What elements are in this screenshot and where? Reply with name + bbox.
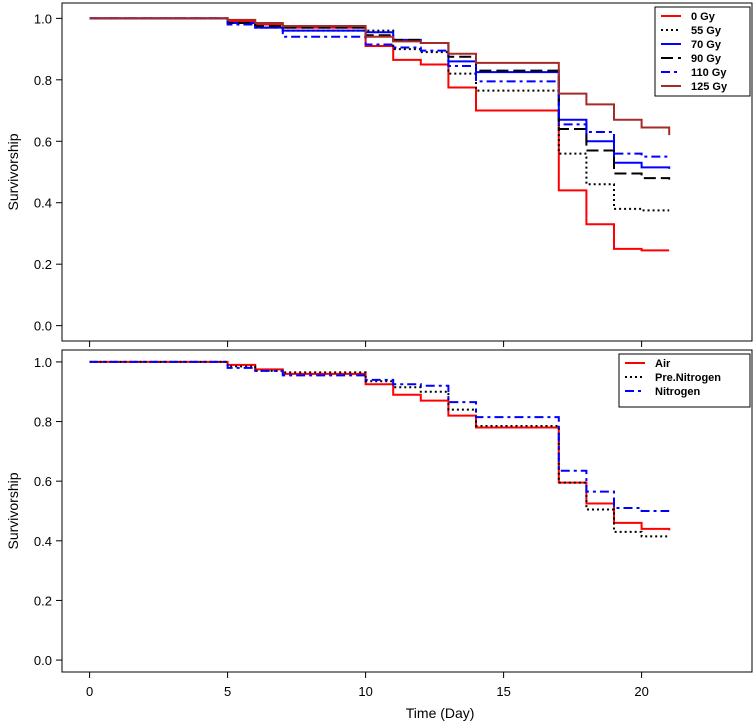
series-nitrogen (89, 360, 670, 512)
y-tick-label: 0.6 (34, 134, 52, 149)
legend-label: 0 Gy (691, 11, 716, 23)
bottom-x-axis: 0 5 10 15 20 (86, 672, 649, 699)
x-tick-label: 0 (86, 684, 93, 699)
series-110-gy (89, 17, 671, 159)
x-tick-label: 10 (358, 684, 372, 699)
series-pre-nitrogen (89, 360, 670, 538)
top-x-axis-ticks (89, 341, 643, 347)
legend-label: 110 Gy (691, 67, 727, 79)
top-plot-frame (61, 2, 753, 342)
x-axis-title: Time (Day) (406, 705, 475, 721)
bottom-series-group (89, 360, 671, 538)
series-90-gy (89, 17, 671, 180)
legend-label: Nitrogen (655, 386, 701, 398)
y-tick-label: 0.0 (34, 319, 52, 334)
bottom-y-axis: 0.0 0.2 0.4 0.6 0.8 1.0 (34, 355, 62, 668)
legend-label: Air (655, 358, 671, 370)
series-125-gy (89, 17, 671, 136)
legend-label: Pre.Nitrogen (655, 372, 721, 384)
legend-box (654, 6, 751, 97)
bottom-panel: 0.0 0.2 0.4 0.6 0.8 1.0 0 5 10 15 20 Survivorship… (5, 349, 753, 721)
y-tick-label: 1.0 (34, 355, 52, 370)
bottom-plot-frame (61, 349, 753, 673)
y-tick-label: 0.8 (34, 415, 52, 430)
y-tick-label: 0.2 (34, 257, 52, 272)
legend-label: 55 Gy (691, 25, 722, 37)
series-air (89, 360, 671, 531)
y-tick-label: 0.0 (34, 653, 52, 668)
y-tick-label: 0.8 (34, 73, 52, 88)
legend-label: 90 Gy (691, 53, 722, 65)
legend-label: 70 Gy (691, 39, 722, 51)
y-tick-label: 1.0 (34, 11, 52, 26)
y-tick-label: 0.2 (34, 593, 52, 608)
top-legend: 0 Gy 55 Gy 70 Gy 90 Gy 110 Gy 125 Gy (654, 6, 751, 97)
top-series-group (89, 17, 671, 252)
y-tick-label: 0.6 (34, 474, 52, 489)
y-tick-label: 0.4 (34, 534, 52, 549)
top-y-axis-title: Survivorship (5, 133, 21, 210)
bottom-legend: Air Pre.Nitrogen Nitrogen (618, 353, 751, 408)
x-tick-label: 15 (496, 684, 510, 699)
top-y-axis: 0.0 0.2 0.4 0.6 0.8 1.0 (34, 11, 62, 334)
y-tick-label: 0.4 (34, 196, 52, 211)
x-tick-label: 5 (224, 684, 231, 699)
series-0-gy (89, 17, 670, 252)
bottom-y-axis-title: Survivorship (5, 472, 21, 549)
top-panel: 0.0 0.2 0.4 0.6 0.8 1.0 Survivorship 0 Gy 55 G… (5, 2, 753, 347)
series-55-gy (89, 17, 670, 212)
legend-label: 125 Gy (691, 81, 728, 93)
x-tick-label: 20 (634, 684, 648, 699)
